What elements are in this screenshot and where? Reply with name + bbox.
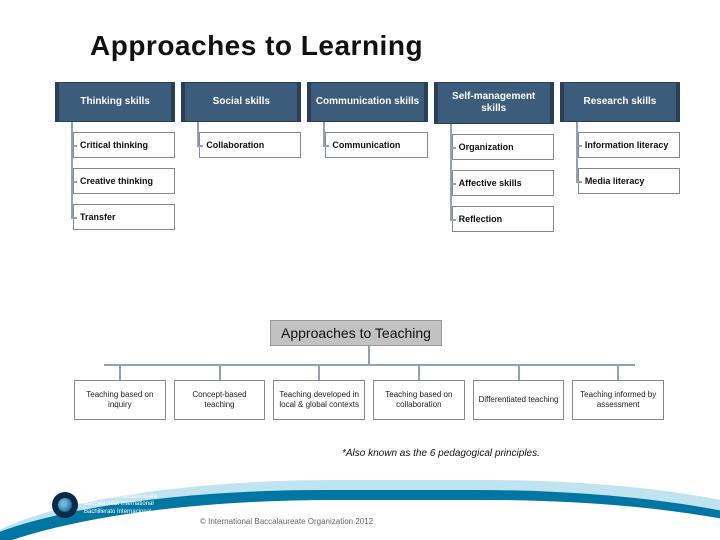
atl-child-box: Critical thinking — [73, 132, 175, 158]
atl-child-box: Communication — [325, 132, 427, 158]
att-root-node: Approaches to Teaching — [270, 320, 442, 346]
att-child-box: Differentiated teaching — [473, 380, 565, 420]
atl-column-header: Communication skills — [307, 82, 427, 122]
atl-child-box: Media literacy — [578, 168, 680, 194]
atl-child-box: Affective skills — [452, 170, 554, 196]
att-child: Differentiated teaching — [473, 364, 565, 420]
atl-child-box: Reflection — [452, 206, 554, 232]
att-child: Teaching based on collaboration — [373, 364, 465, 420]
att-child: Teaching based on inquiry — [74, 364, 166, 420]
atl-column: Self-management skills Organization Affect… — [434, 82, 554, 232]
atl-child-box: Creative thinking — [73, 168, 175, 194]
atl-column-header: Self-management skills — [434, 82, 554, 124]
page-title: Approaches to Learning — [90, 30, 423, 62]
atl-column: Thinking skills Critical thinking Creative… — [55, 82, 175, 232]
att-child-box: Teaching based on collaboration — [373, 380, 465, 420]
att-child: Teaching informed by assessment — [572, 364, 664, 420]
atl-child-box: Collaboration — [199, 132, 301, 158]
ib-logo: International Baccalaureate Baccalauréat… — [52, 492, 157, 518]
ib-logo-text: International Baccalaureate Baccalauréat… — [84, 494, 157, 516]
copyright: © International Baccalaureate Organizati… — [200, 517, 373, 526]
atl-column: Social skills Collaboration — [181, 82, 301, 232]
atl-child-box: Information literacy — [578, 132, 680, 158]
att-child: Teaching developed in local & global con… — [273, 364, 365, 420]
atl-column-header: Social skills — [181, 82, 301, 122]
att-child-box: Teaching informed by assessment — [572, 380, 664, 420]
atl-columns: Thinking skills Critical thinking Creative… — [55, 82, 680, 232]
atl-column: Communication skills Communication — [307, 82, 427, 232]
att-child-box: Teaching developed in local & global con… — [273, 380, 365, 420]
atl-column: Research skills Information literacy Media… — [560, 82, 680, 232]
ib-globe-icon — [52, 492, 78, 518]
att-child-box: Teaching based on inquiry — [74, 380, 166, 420]
att-child-box: Concept-based teaching — [174, 380, 266, 420]
atl-child-box: Transfer — [73, 204, 175, 230]
atl-child-box: Organization — [452, 134, 554, 160]
atl-column-header: Research skills — [560, 82, 680, 122]
atl-column-header: Thinking skills — [55, 82, 175, 122]
footnote: *Also known as the 6 pedagogical princip… — [342, 448, 540, 459]
att-child: Concept-based teaching — [174, 364, 266, 420]
